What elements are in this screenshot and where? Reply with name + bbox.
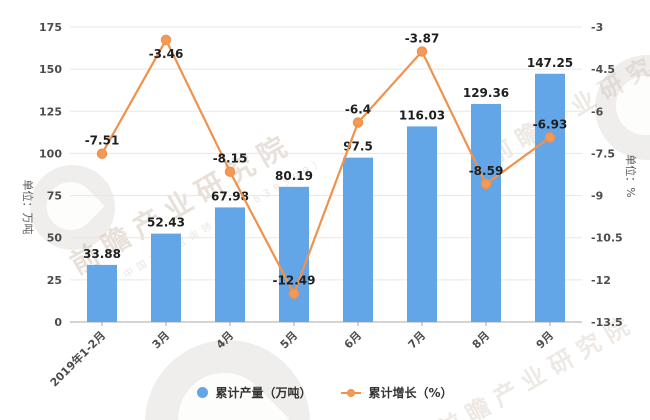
line-value-label: -6.93 — [533, 117, 568, 131]
right-axis-tick-label: -12 — [591, 274, 611, 287]
legend: 累计产量（万吨） 累计增长（%） — [0, 384, 650, 401]
bar-9月 — [535, 73, 565, 323]
line-point-9月 — [544, 132, 556, 143]
legend-label-growth: 累计增长（%） — [368, 386, 453, 400]
bar-value-label: 80.19 — [275, 169, 313, 183]
left-axis-tick-label: 75 — [47, 190, 62, 203]
bar-3月 — [151, 233, 181, 322]
right-axis-title: 单位：% — [624, 154, 637, 198]
line-series-legend-marker — [341, 387, 362, 398]
x-axis-label: 3月 — [150, 329, 172, 351]
line-point-3月 — [160, 34, 172, 46]
line-value-label: -6.4 — [345, 103, 371, 117]
growth-line — [101, 37, 551, 297]
bar-value-label: 147.25 — [527, 56, 573, 70]
x-axis-label: 8月 — [470, 329, 492, 351]
bar-value-label: 52.43 — [147, 216, 185, 230]
left-axis-tick-label: 50 — [47, 232, 63, 245]
line-point-5月 — [288, 288, 300, 299]
left-axis-title: 单位：万吨 — [21, 179, 34, 235]
x-axis-label: 4月 — [214, 329, 236, 351]
line-point-8月 — [480, 178, 492, 190]
bar-4月 — [215, 207, 245, 322]
left-axis-tick-label: 175 — [39, 21, 62, 34]
left-axis-tick-label: 25 — [47, 274, 62, 287]
x-axis-label: 6月 — [342, 329, 364, 351]
line-value-label: -8.15 — [213, 152, 248, 166]
line-value-label: -3.87 — [405, 31, 440, 45]
x-axis-label: 7月 — [406, 329, 428, 351]
right-axis-tick-label: -9 — [591, 190, 603, 203]
bar-value-label: 33.88 — [83, 247, 121, 261]
line-value-label: -3.46 — [149, 47, 184, 61]
x-axis-label: 9月 — [534, 329, 556, 351]
bar-series-legend-marker — [197, 387, 209, 398]
bar-value-label: 67.98 — [211, 189, 249, 203]
line-value-label: -8.59 — [469, 164, 504, 178]
bar-7月 — [407, 126, 437, 322]
left-axis-tick-label: 150 — [39, 63, 62, 76]
left-axis-tick-label: 100 — [39, 147, 62, 160]
bar-value-label: 129.36 — [463, 86, 509, 100]
left-axis-tick-label: 125 — [39, 105, 62, 118]
right-axis-tick-label: -7.5 — [591, 147, 615, 160]
line-point-4月 — [224, 166, 236, 177]
right-axis-tick-label: -10.5 — [591, 232, 623, 245]
right-axis-tick-label: -6 — [591, 105, 604, 118]
line-point-6月 — [352, 117, 364, 128]
x-axis-label: 2019年1-2月 — [47, 328, 108, 389]
x-axis-label: 5月 — [278, 329, 300, 351]
legend-item-growth: 累计增长（%） — [341, 384, 453, 401]
bar-8月 — [471, 103, 501, 322]
bar-2019年1-2月 — [87, 264, 117, 322]
line-value-label: -7.51 — [85, 134, 120, 148]
right-axis-tick-label: -4.5 — [591, 63, 615, 76]
bar-5月 — [279, 186, 309, 322]
bar-value-label: 116.03 — [399, 108, 445, 122]
right-axis-tick-label: -13.5 — [591, 316, 623, 329]
line-value-label: -12.49 — [273, 274, 316, 288]
right-axis-tick-label: -3 — [591, 21, 603, 34]
legend-label-production: 累计产量（万吨） — [215, 386, 312, 400]
bar-6月 — [343, 157, 373, 322]
left-axis-tick-label: 0 — [54, 316, 62, 329]
line-point-7月 — [416, 46, 428, 57]
line-point-2019年1-2月 — [96, 148, 108, 159]
legend-item-production: 累计产量（万吨） — [197, 384, 311, 401]
